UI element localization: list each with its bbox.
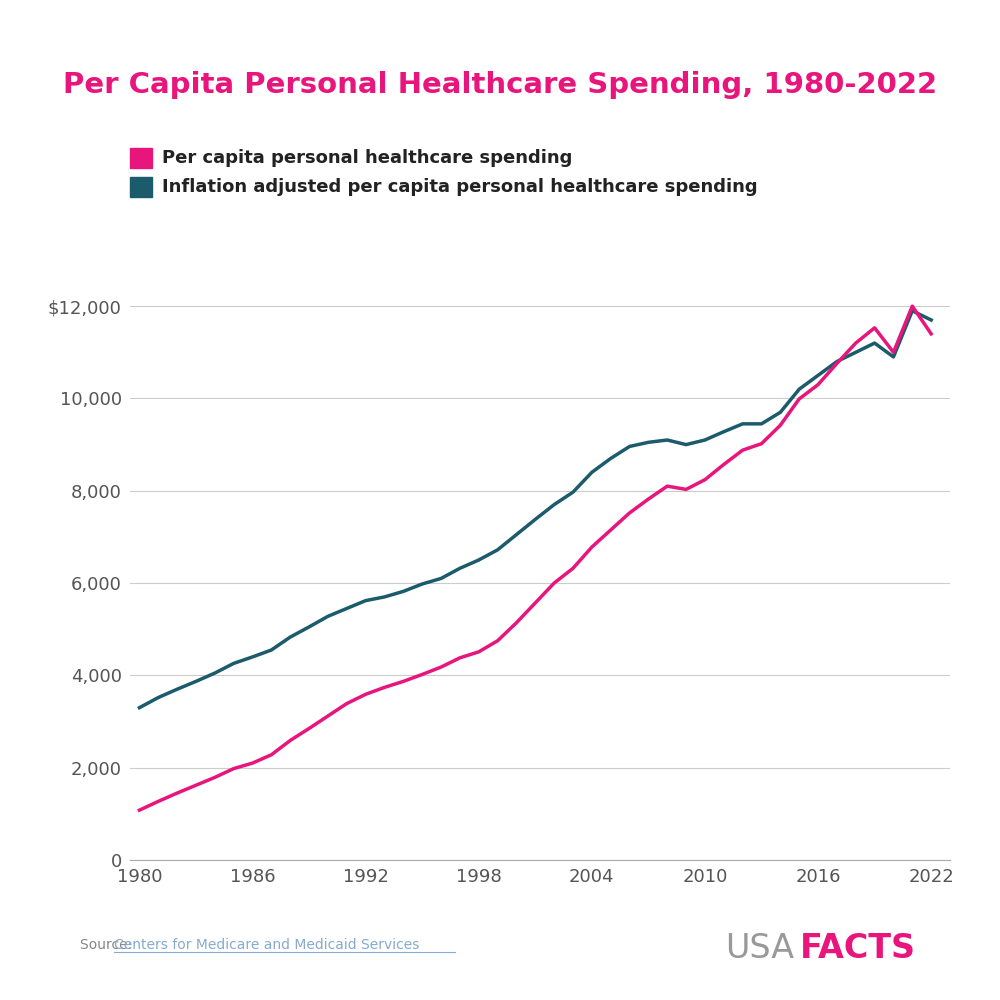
Text: Centers for Medicare and Medicaid Services: Centers for Medicare and Medicaid Servic…	[114, 938, 419, 952]
Text: FACTS: FACTS	[800, 932, 916, 964]
Text: Per Capita Personal Healthcare Spending, 1980-2022: Per Capita Personal Healthcare Spending,…	[63, 71, 937, 99]
Text: USA: USA	[725, 932, 794, 964]
Text: Inflation adjusted per capita personal healthcare spending: Inflation adjusted per capita personal h…	[162, 178, 758, 196]
Text: Per capita personal healthcare spending: Per capita personal healthcare spending	[162, 149, 572, 167]
Text: Source:: Source:	[80, 938, 137, 952]
